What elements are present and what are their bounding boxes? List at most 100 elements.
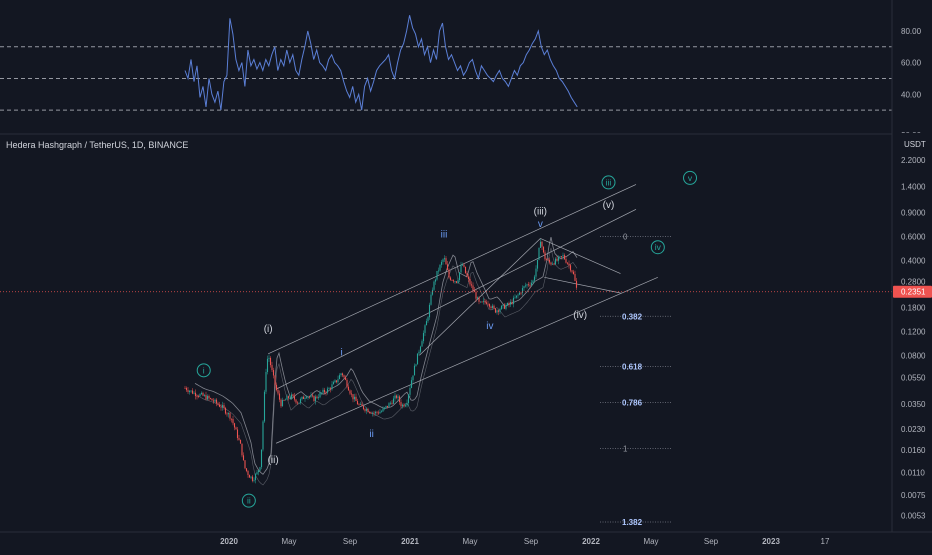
candle-body xyxy=(257,470,260,473)
wave-label[interactable]: i xyxy=(340,347,342,358)
candle-body xyxy=(290,394,293,399)
wave-label[interactable]: v xyxy=(538,219,543,230)
wave-label[interactable]: (iii) xyxy=(534,206,547,217)
candle-body xyxy=(278,393,281,400)
channel-line[interactable] xyxy=(540,238,621,274)
trend-channels[interactable] xyxy=(268,184,658,444)
candle-body xyxy=(566,262,569,264)
candle-body xyxy=(494,308,497,313)
candle-body xyxy=(292,394,294,397)
candle-body xyxy=(194,392,197,397)
candle-body xyxy=(455,281,458,283)
candle-body xyxy=(253,480,255,481)
candle-body xyxy=(211,398,213,401)
candle-body xyxy=(529,284,531,286)
candle-body xyxy=(266,358,269,372)
candle-body xyxy=(343,375,345,378)
candle-body xyxy=(446,264,449,270)
indicator-tick-label: 40.00 xyxy=(901,90,922,99)
candle-body xyxy=(215,399,218,404)
candle-body xyxy=(419,346,422,352)
candle-body xyxy=(286,396,288,400)
candle-body xyxy=(374,411,377,414)
candle-body xyxy=(482,300,485,302)
wave-label[interactable]: (iv) xyxy=(573,310,587,321)
wave-label[interactable]: iii xyxy=(606,177,612,187)
candle-body xyxy=(226,413,228,415)
time-tick-label: May xyxy=(281,537,296,546)
price-candles xyxy=(0,237,892,486)
candle-body xyxy=(205,395,207,400)
channel-line[interactable] xyxy=(544,277,621,294)
indicator-tick-label: 60.00 xyxy=(901,59,922,68)
candle-body xyxy=(461,264,464,266)
candle-body xyxy=(460,265,462,273)
candle-body xyxy=(287,396,290,399)
candle-body xyxy=(203,395,206,396)
price-axis[interactable] xyxy=(892,0,932,550)
candle-body xyxy=(368,412,371,413)
candle-body xyxy=(535,268,537,277)
channel-line[interactable] xyxy=(268,184,637,355)
candle-body xyxy=(280,399,282,407)
candle-body xyxy=(316,396,318,398)
candle-body xyxy=(515,295,518,298)
candle-body xyxy=(413,365,416,376)
candle-body xyxy=(512,297,515,304)
candle-body xyxy=(466,273,468,277)
indicator-line xyxy=(184,15,578,111)
wave-label[interactable]: (ii) xyxy=(268,455,279,466)
candle-body xyxy=(526,284,528,286)
candle-body xyxy=(448,269,450,278)
candle-body xyxy=(430,294,432,305)
candle-body xyxy=(415,364,417,366)
candle-body xyxy=(272,370,275,376)
time-tick-label: May xyxy=(462,537,477,546)
candle-body xyxy=(521,288,524,294)
wave-label[interactable]: iii xyxy=(441,230,448,241)
candle-body xyxy=(224,407,227,414)
wave-label[interactable]: (i) xyxy=(264,324,273,335)
channel-line[interactable] xyxy=(275,277,658,444)
candle-body xyxy=(398,396,401,403)
chart-title: Hedera Hashgraph / TetherUS, 1D, BINANCE xyxy=(6,140,189,150)
candle-body xyxy=(440,261,443,265)
candle-body xyxy=(313,396,315,402)
candle-body xyxy=(404,405,407,407)
candle-body xyxy=(479,301,482,303)
wave-label[interactable]: i xyxy=(203,365,205,375)
fib-retracement[interactable]: 0 0.382 0.618 0.786 1 1.382 xyxy=(600,232,672,527)
candle-body xyxy=(476,297,479,299)
candle-body xyxy=(298,402,300,404)
candle-body xyxy=(256,472,258,475)
wave-label[interactable]: (v) xyxy=(603,200,615,211)
candle-body xyxy=(458,272,461,280)
wave-label[interactable]: ii xyxy=(247,496,251,506)
currency-label: USDT xyxy=(904,140,926,149)
candle-body xyxy=(514,297,516,299)
wave-label[interactable]: iv xyxy=(486,321,493,332)
wave-label[interactable]: iv xyxy=(655,242,662,252)
candle-body xyxy=(401,404,404,407)
channel-line[interactable] xyxy=(275,209,637,390)
candle-body xyxy=(281,400,284,407)
wave-label[interactable]: v xyxy=(688,173,693,183)
wave-label[interactable]: ii xyxy=(369,429,373,440)
candle-body xyxy=(367,409,369,413)
candle-body xyxy=(271,365,273,371)
candle-body xyxy=(187,390,189,392)
candle-body xyxy=(319,392,321,398)
candle-body xyxy=(556,258,558,261)
candle-body xyxy=(335,380,338,383)
candle-body xyxy=(542,246,545,253)
candle-body xyxy=(383,407,386,409)
time-tick-label: May xyxy=(643,537,658,546)
channel-line[interactable] xyxy=(419,238,541,356)
time-tick-label: 2020 xyxy=(220,537,238,546)
candle-body xyxy=(464,266,467,274)
candle-body xyxy=(550,262,552,265)
